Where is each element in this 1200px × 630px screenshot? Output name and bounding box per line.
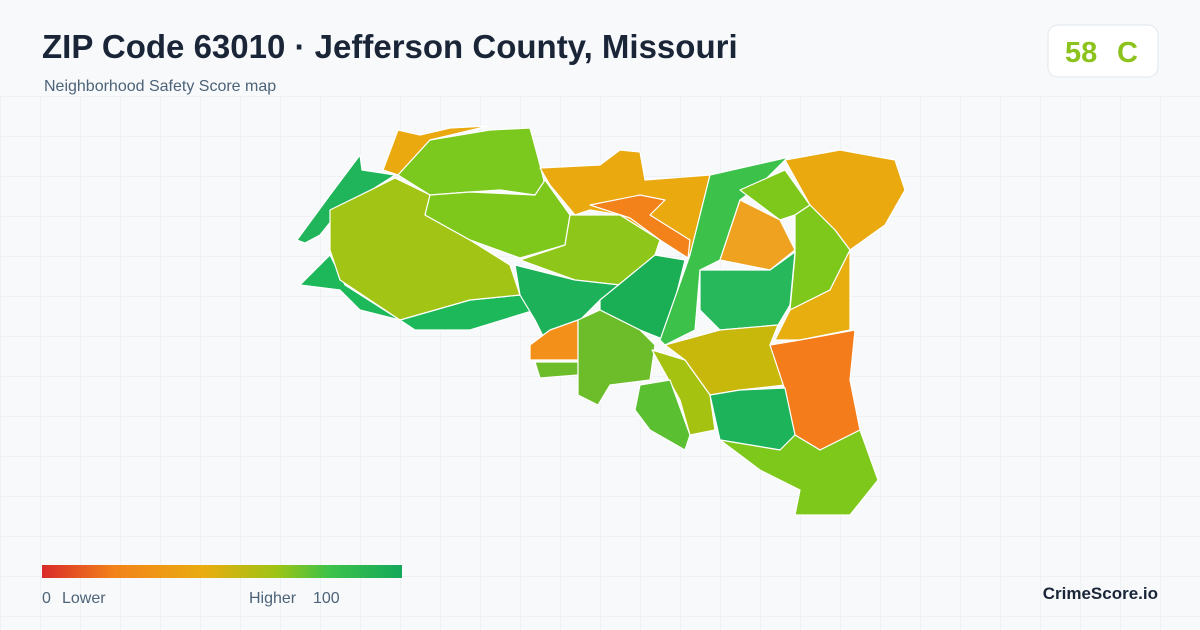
neighborhood-area xyxy=(774,249,851,341)
legend-max: 100 xyxy=(313,590,340,607)
zip-map xyxy=(296,125,906,516)
neighborhood-area xyxy=(329,177,521,321)
legend-min-label: Lower xyxy=(62,590,106,607)
score-grade: C xyxy=(1117,37,1138,69)
legend-gradient xyxy=(42,565,402,578)
brand: CrimeScore.io xyxy=(1043,584,1158,603)
neighborhood-area xyxy=(699,251,796,331)
neighborhood-area xyxy=(589,194,691,259)
neighborhood-area xyxy=(534,361,579,379)
legend-max-label: Higher xyxy=(249,590,297,607)
neighborhood-area xyxy=(719,199,796,271)
neighborhood-area xyxy=(296,154,396,244)
page-title: ZIP Code 63010 · Jefferson County, Misso… xyxy=(42,28,738,65)
score-value: 58 xyxy=(1065,37,1097,69)
neighborhood-area xyxy=(659,154,791,346)
score-badge xyxy=(1047,24,1159,78)
neighborhood-area xyxy=(719,429,879,516)
legend-min: 0 xyxy=(42,590,51,607)
neighborhood-area xyxy=(634,379,691,451)
neighborhood-area xyxy=(651,349,716,436)
page-subtitle: Neighborhood Safety Score map xyxy=(44,78,276,95)
neighborhood-area xyxy=(577,309,656,406)
